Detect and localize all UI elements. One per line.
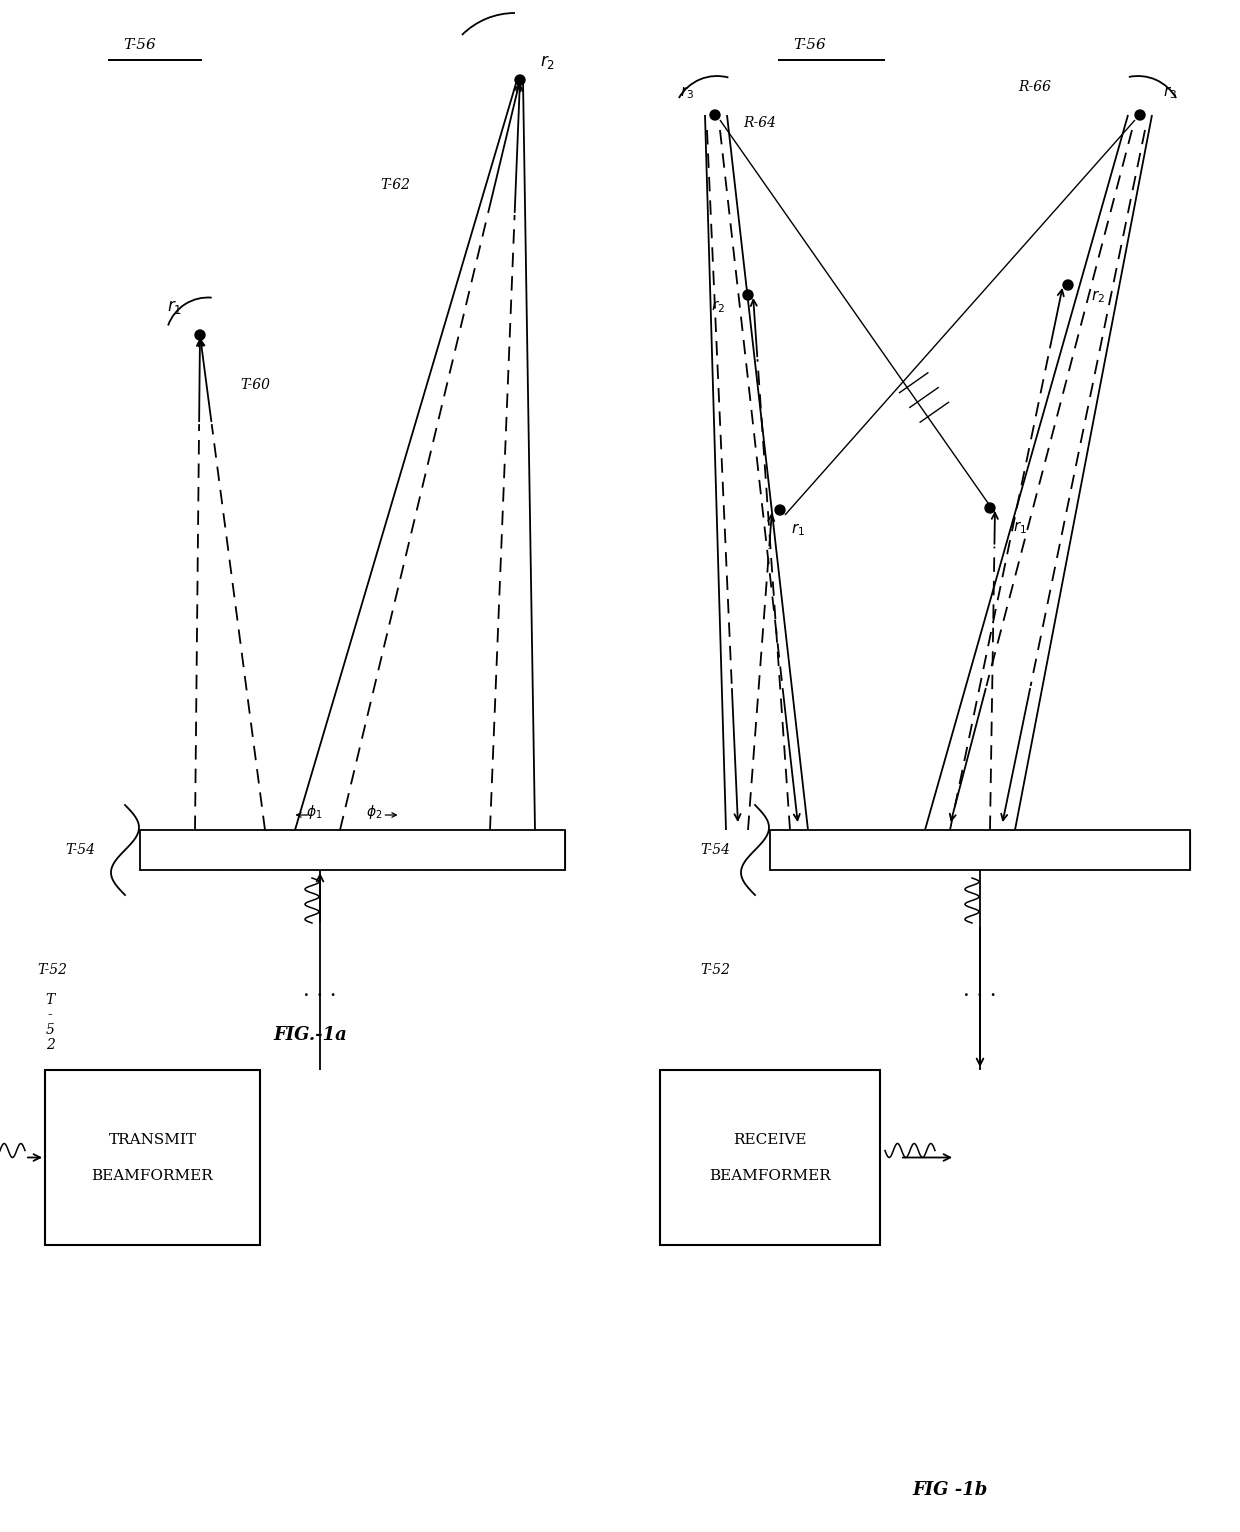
Text: RECEIVE: RECEIVE (733, 1132, 807, 1146)
Text: FIG.-1a: FIG.-1a (273, 1026, 347, 1043)
Text: . . .: . . . (304, 980, 337, 999)
Text: BEAMFORMER: BEAMFORMER (92, 1169, 213, 1183)
Text: 2: 2 (46, 1039, 55, 1052)
Circle shape (515, 75, 525, 84)
Text: T-52: T-52 (701, 964, 730, 977)
Text: $r_2$: $r_2$ (711, 299, 725, 316)
Text: $r_1$: $r_1$ (791, 522, 805, 538)
Circle shape (1135, 110, 1145, 119)
Text: FIG -1b: FIG -1b (913, 1481, 988, 1498)
Text: BEAMFORMER: BEAMFORMER (709, 1169, 831, 1183)
Text: $r_1$: $r_1$ (1013, 519, 1027, 536)
Text: T-56: T-56 (124, 38, 156, 52)
Circle shape (775, 506, 785, 515)
Text: $\phi_1$: $\phi_1$ (306, 803, 322, 821)
Text: $r_3$: $r_3$ (1163, 84, 1177, 101)
Bar (770, 830, 1190, 870)
Circle shape (985, 502, 994, 513)
Text: R-66: R-66 (1018, 80, 1052, 93)
Text: $r_2$: $r_2$ (1091, 288, 1105, 305)
Text: TRANSMIT: TRANSMIT (109, 1132, 196, 1146)
Text: T-56: T-56 (794, 38, 826, 52)
Text: 5: 5 (46, 1023, 55, 1037)
Text: $r_2$: $r_2$ (541, 54, 556, 70)
Circle shape (711, 110, 720, 119)
Text: $\phi_2$: $\phi_2$ (366, 803, 383, 821)
Bar (140, 830, 565, 870)
Text: T-52: T-52 (37, 964, 67, 977)
Text: T-54: T-54 (64, 843, 95, 856)
Circle shape (195, 329, 205, 340)
Text: T-60: T-60 (241, 378, 270, 392)
Text: $r_3$: $r_3$ (680, 84, 694, 101)
Text: R-64: R-64 (744, 116, 776, 130)
Text: -: - (47, 1008, 52, 1022)
Bar (45, 1069, 260, 1246)
Text: T-54: T-54 (701, 843, 730, 856)
Circle shape (743, 290, 753, 300)
Text: . . .: . . . (963, 980, 997, 999)
Text: $r_1$: $r_1$ (167, 299, 182, 316)
Text: T-62: T-62 (379, 178, 410, 192)
Text: T: T (46, 993, 55, 1007)
Circle shape (1063, 280, 1073, 290)
Bar (660, 1069, 880, 1246)
